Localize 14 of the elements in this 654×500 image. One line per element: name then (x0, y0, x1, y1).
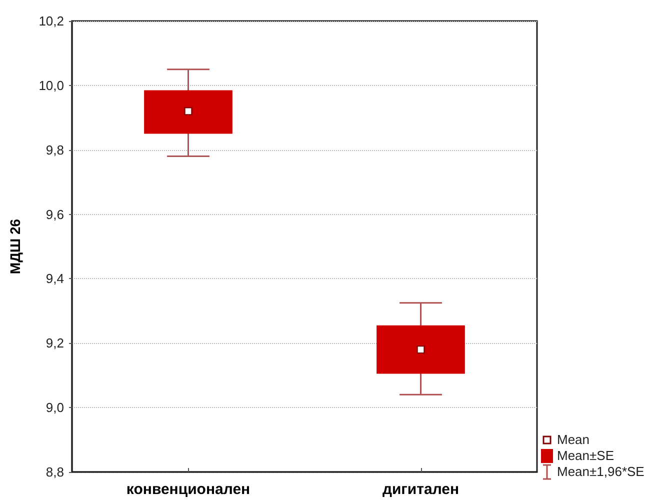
text: Mean (557, 432, 590, 448)
y-tick-label: 9,6 (46, 206, 64, 222)
y-tick-label: 8,8 (46, 464, 64, 480)
y-tick-label: 9,4 (46, 271, 64, 286)
y-axis-title: МДШ 26 (7, 218, 23, 274)
y-tick-label: 9,8 (46, 142, 64, 158)
text: Mean±1,96*SE (557, 464, 644, 480)
y-tick-label: 10,2 (38, 14, 64, 28)
x-tick-label: дигитален (382, 481, 460, 498)
text: Mean±SE (557, 448, 614, 464)
x-tick-label: конвенционален (126, 481, 250, 498)
y-tick-label: 9,0 (46, 400, 64, 416)
y-tick-label: 9,2 (46, 336, 64, 351)
y-tick-label: 10,0 (38, 78, 64, 93)
